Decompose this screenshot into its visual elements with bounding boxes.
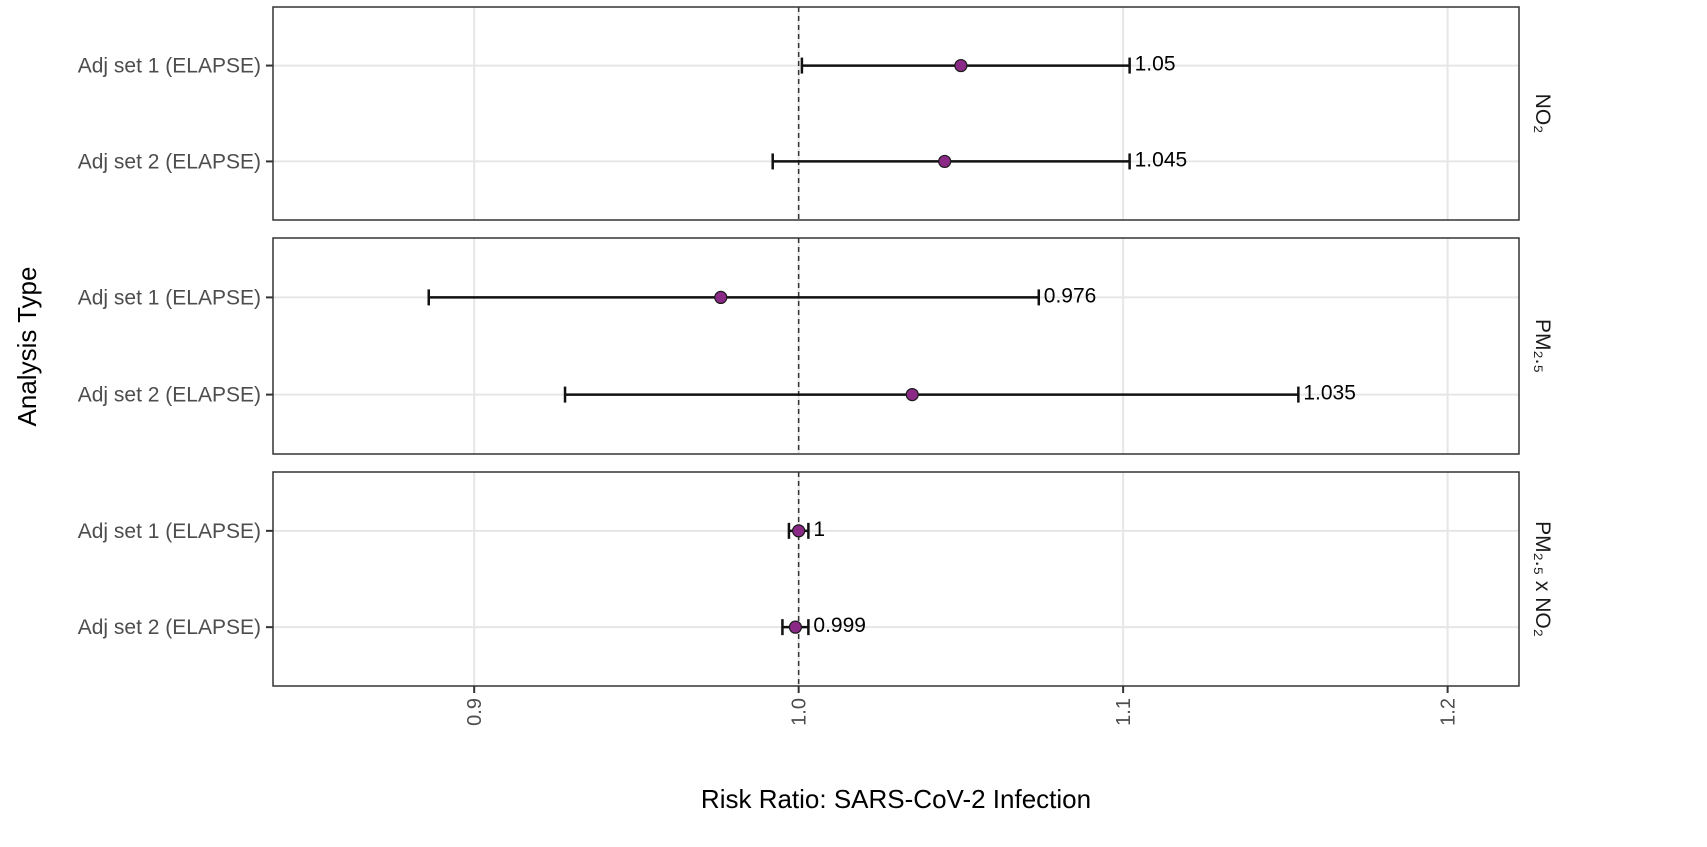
y-tick-label: Adj set 2 (ELAPSE) [78, 384, 261, 407]
y-tick-label: Adj set 1 (ELAPSE) [78, 520, 261, 543]
y-tick-label: Adj set 1 (ELAPSE) [78, 286, 261, 309]
y-tick-label: Adj set 1 (ELAPSE) [78, 55, 261, 78]
panel-strip-label: PM₂.₅ x NO₂ [1531, 521, 1554, 637]
point-estimate [938, 154, 952, 169]
panel-strip-label: NO₂ [1531, 94, 1554, 134]
y-tick-label: Adj set 2 (ELAPSE) [78, 616, 261, 639]
y-axis-title: Analysis Type [12, 267, 42, 427]
point-estimate [788, 620, 803, 634]
point-estimate [954, 58, 968, 73]
data-label: 1.045 [1135, 148, 1188, 171]
data-label: 1.035 [1303, 382, 1356, 405]
point-estimate [714, 290, 728, 304]
x-tick-label: 1.1 [1113, 698, 1135, 726]
panel-border [272, 6, 1520, 221]
panel-border [272, 237, 1520, 455]
y-tick-label: Adj set 2 (ELAPSE) [78, 150, 261, 173]
x-tick-label: 1.2 [1438, 698, 1460, 726]
x-axis-title: Risk Ratio: SARS-CoV-2 Infection [701, 784, 1091, 814]
panel-strip-label: PM₂.₅ [1531, 319, 1554, 373]
point-estimate [905, 388, 919, 402]
x-tick-label: 1.0 [789, 698, 811, 726]
data-label: 1.05 [1135, 53, 1176, 76]
x-tick-label: 0.9 [464, 698, 486, 726]
data-label: 0.976 [1044, 284, 1097, 307]
panel-border [272, 471, 1520, 687]
point-estimate [792, 524, 806, 538]
data-label: 0.999 [813, 614, 866, 637]
data-label: 1 [813, 518, 825, 541]
